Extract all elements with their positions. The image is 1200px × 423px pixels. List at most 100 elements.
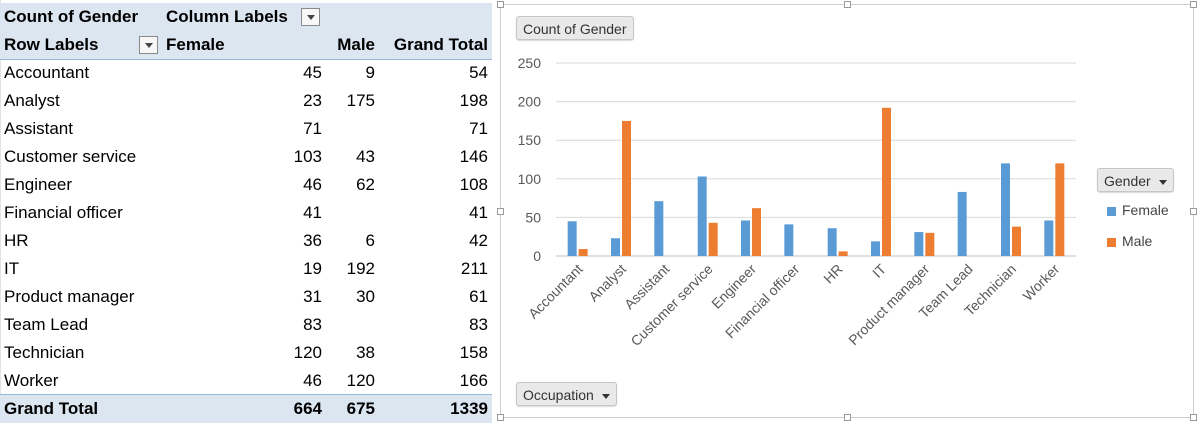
resize-handle[interactable] xyxy=(497,208,504,215)
bar-male[interactable] xyxy=(925,232,935,256)
resize-handle[interactable] xyxy=(844,1,851,8)
bar-female[interactable] xyxy=(567,221,577,256)
x-category-label: HR xyxy=(820,261,846,287)
bar-male[interactable] xyxy=(622,120,631,257)
male-count: 43 xyxy=(356,147,375,166)
pivot-row[interactable]: Customer service 103 43 146 xyxy=(0,143,492,171)
gridlines xyxy=(556,62,1076,257)
row-total: 108 xyxy=(459,175,488,194)
bar-male[interactable] xyxy=(1012,226,1021,256)
chevron-down-icon xyxy=(601,393,610,399)
pivot-table: Count of Gender Column Labels Row Labels… xyxy=(0,0,492,423)
column-labels-label: Column Labels xyxy=(166,7,288,26)
pivot-row[interactable]: Team Lead 83 83 xyxy=(0,311,492,339)
female-count: 46 xyxy=(303,175,322,194)
bar-male[interactable] xyxy=(752,208,761,256)
row-label: Team Lead xyxy=(4,315,89,334)
bar-female[interactable] xyxy=(784,224,794,256)
bar-female[interactable] xyxy=(957,191,967,256)
bar-female[interactable] xyxy=(741,220,750,256)
female-grand-total: 664 xyxy=(293,399,322,418)
female-count: 83 xyxy=(303,315,322,334)
pivot-chart[interactable]: Count of Gender 0 50 100 150 200 250 Accounta… xyxy=(497,1,1197,421)
row-label: Engineer xyxy=(4,175,73,194)
pivot-row[interactable]: Financial officer 41 41 xyxy=(0,199,492,227)
row-total: 146 xyxy=(459,147,488,166)
pivot-row[interactable]: IT 19 192 211 xyxy=(0,255,492,283)
resize-handle[interactable] xyxy=(1190,1,1197,8)
male-grand-total: 675 xyxy=(346,399,375,418)
row-total: 158 xyxy=(459,343,488,362)
bar-female[interactable] xyxy=(697,176,707,256)
row-label: HR xyxy=(4,231,29,250)
chevron-down-icon xyxy=(1158,179,1167,185)
y-tick-label: 100 xyxy=(518,171,542,187)
row-label: Accountant xyxy=(4,63,90,82)
bar-male[interactable] xyxy=(578,249,588,256)
male-count: 30 xyxy=(356,287,375,306)
female-count: 36 xyxy=(303,231,322,250)
pivot-grand-total-row[interactable]: Grand Total 664 675 1339 xyxy=(0,394,492,423)
value-field-button[interactable]: Count of Gender xyxy=(516,16,634,40)
legend-field-label: Gender xyxy=(1104,173,1151,189)
x-category-label: Customer service xyxy=(627,261,715,349)
bar-male[interactable] xyxy=(838,251,848,256)
pivot-row[interactable]: HR 36 6 42 xyxy=(0,227,492,255)
male-count: 192 xyxy=(346,259,375,278)
x-category-label: IT xyxy=(869,260,889,280)
row-labels-filter-button[interactable] xyxy=(139,36,158,54)
axis-field-label: Occupation xyxy=(523,387,594,403)
bar-male[interactable] xyxy=(708,222,718,256)
bar-male[interactable] xyxy=(882,107,891,256)
bar-female[interactable] xyxy=(827,228,837,256)
bar-female[interactable] xyxy=(1044,220,1054,256)
row-total: 83 xyxy=(469,315,488,334)
female-count: 23 xyxy=(303,91,322,110)
row-label: Product manager xyxy=(4,287,135,306)
y-tick-label: 50 xyxy=(525,209,541,225)
bar-female[interactable] xyxy=(1001,163,1010,256)
row-total: 211 xyxy=(460,259,488,278)
row-total: 61 xyxy=(469,287,488,306)
pivot-row[interactable]: Engineer 46 62 108 xyxy=(0,171,492,199)
male-count: 9 xyxy=(365,63,375,82)
male-count: 120 xyxy=(346,371,375,390)
y-tick-label: 0 xyxy=(533,248,541,264)
row-total: 71 xyxy=(469,119,488,138)
values-field-label: Count of Gender xyxy=(4,7,139,26)
pivot-row[interactable]: Accountant 45 9 54 xyxy=(0,59,492,87)
legend-item-male[interactable]: Male xyxy=(1107,232,1152,250)
bar-female[interactable] xyxy=(654,201,664,256)
axis-field-button[interactable]: Occupation xyxy=(516,382,617,406)
legend-label: Female xyxy=(1122,202,1169,218)
pivot-row[interactable]: Technician 120 38 158 xyxy=(0,339,492,367)
column-labels-filter-button[interactable] xyxy=(301,8,320,26)
bar-female[interactable] xyxy=(871,241,880,256)
row-label: Customer service xyxy=(4,147,137,166)
bar-female[interactable] xyxy=(611,238,620,256)
legend-item-female[interactable]: Female xyxy=(1107,201,1169,219)
column-chart: 0 50 100 150 200 250 Accountant AnalystAssista… xyxy=(518,55,1076,349)
female-count: 46 xyxy=(303,371,322,390)
pivot-row[interactable]: Assistant 71 71 xyxy=(0,115,492,143)
bar-female[interactable] xyxy=(914,232,924,256)
row-label: Assistant xyxy=(4,119,73,138)
row-total: 42 xyxy=(469,231,488,250)
grand-total-label: Grand Total xyxy=(4,399,99,418)
male-swatch xyxy=(1107,237,1116,247)
pivot-row[interactable]: Worker 46 120 166 xyxy=(0,367,492,395)
female-count: 19 xyxy=(303,259,322,278)
row-labels-label: Row Labels xyxy=(4,35,99,54)
resize-handle[interactable] xyxy=(1190,208,1197,215)
resize-handle[interactable] xyxy=(497,1,504,8)
pivot-row[interactable]: Product manager 31 30 61 xyxy=(0,283,492,311)
pivot-row[interactable]: Analyst 23 175 198 xyxy=(0,87,492,115)
male-count: 175 xyxy=(346,91,375,110)
legend-field-button[interactable]: Gender xyxy=(1097,168,1174,192)
row-total: 41 xyxy=(469,203,488,222)
male-count: 62 xyxy=(356,175,375,194)
legend-label: Male xyxy=(1122,233,1153,249)
female-count: 103 xyxy=(293,147,322,166)
bar-male[interactable] xyxy=(1055,163,1065,256)
